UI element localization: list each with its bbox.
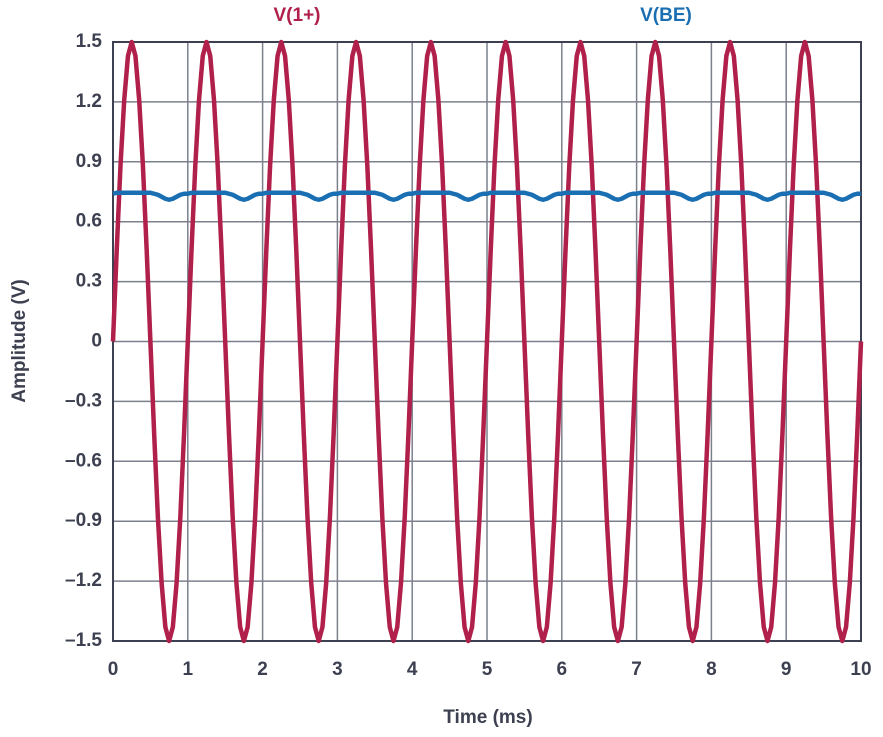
y-tick-label: 1.5 [76, 31, 103, 52]
y-tick-label: 0 [91, 331, 102, 352]
x-tick-label: 2 [257, 659, 268, 680]
legend-label: V(BE) [640, 5, 692, 26]
y-tick-label: –0.3 [65, 390, 102, 411]
y-axis-label: Amplitude (V) [9, 279, 30, 403]
x-tick-label: 9 [781, 659, 792, 680]
y-tick-label: 0.6 [76, 211, 102, 232]
series-line [112, 190, 861, 202]
x-tick-label: 1 [183, 659, 194, 680]
y-tick-label: –0.6 [65, 450, 102, 471]
y-tick-label: –1.2 [65, 570, 102, 591]
x-tick-label: 7 [631, 659, 642, 680]
x-tick-label: 5 [482, 659, 493, 680]
x-tick-label: 3 [332, 659, 343, 680]
x-axis-label: Time (ms) [443, 707, 532, 728]
y-tick-label: –1.5 [65, 630, 102, 651]
legend-label: V(1+) [274, 5, 321, 26]
y-tick-label: –0.9 [65, 510, 102, 531]
series-line [110, 39, 864, 644]
x-tick-label: 6 [557, 659, 568, 680]
y-tick-label: 1.2 [76, 91, 102, 112]
x-tick-label: 8 [706, 659, 717, 680]
y-tick-label: 0.9 [76, 151, 102, 172]
x-tick-label: 4 [407, 659, 418, 680]
y-tick-label: 0.3 [76, 271, 102, 292]
x-tick-label: 0 [108, 659, 119, 680]
x-tick-label: 10 [850, 659, 871, 680]
